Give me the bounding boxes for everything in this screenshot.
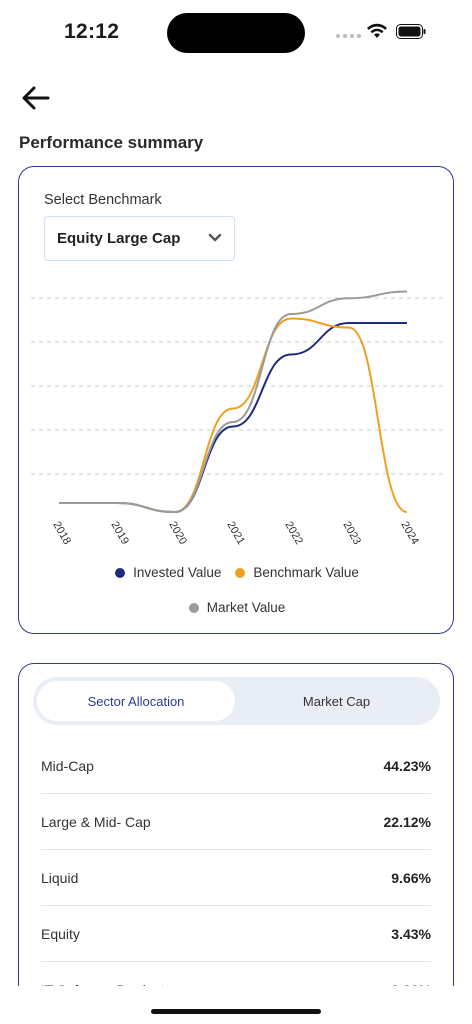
home-indicator (151, 1009, 321, 1014)
list-item: Large & Mid- Cap 22.12% (41, 794, 431, 850)
x-tick-label: 2020 (166, 520, 189, 547)
allocation-name: Equity (41, 925, 80, 942)
x-tick-label: 2022 (282, 520, 305, 547)
allocation-value: 9.66% (391, 869, 431, 886)
benchmark-selected-value: Equity Large Cap (57, 230, 181, 247)
allocation-name: Large & Mid- Cap (41, 813, 151, 830)
x-tick-label: 2018 (50, 520, 73, 547)
legend-item-invested[interactable]: Invested Value (115, 565, 221, 580)
performance-card: Select Benchmark Equity Large Cap 2018 20… (18, 166, 454, 634)
x-tick-label: 2019 (108, 520, 131, 547)
chart-legend: Invested Value Benchmark Value Market Va… (19, 565, 455, 635)
series-line-benchmark-value (59, 317, 408, 514)
chevron-down-icon (208, 233, 222, 242)
allocation-list: Mid-Cap 44.23% Large & Mid- Cap 22.12% L… (41, 738, 431, 1018)
status-bar: 12:12 (0, 0, 472, 64)
allocation-name: Mid-Cap (41, 757, 94, 774)
x-tick-label: 2021 (224, 520, 247, 547)
legend-label-market: Market Value (206, 600, 286, 615)
legend-dot-market (188, 602, 199, 613)
bottom-fade (0, 986, 472, 1024)
legend-item-market[interactable]: Market Value (188, 600, 286, 615)
allocation-segmented-control: Sector Allocation Market Cap (33, 677, 440, 725)
back-arrow-icon[interactable] (20, 84, 52, 112)
list-item: Liquid 9.66% (41, 850, 431, 906)
legend-item-benchmark[interactable]: Benchmark Value (235, 565, 359, 580)
wifi-icon (367, 23, 387, 38)
allocation-value: 44.23% (383, 757, 431, 774)
page-title: Performance summary (19, 133, 204, 152)
list-item: Mid-Cap 44.23% (41, 738, 431, 794)
battery-icon (396, 24, 426, 39)
benchmark-select[interactable]: Equity Large Cap (44, 216, 235, 261)
legend-dot-benchmark (235, 567, 246, 578)
allocation-name: Liquid (41, 869, 79, 886)
series-line-market-value (59, 290, 408, 514)
cellular-signal-icon (336, 34, 361, 38)
benchmark-label: Select Benchmark (44, 192, 162, 208)
x-tick-label: 2023 (340, 520, 363, 547)
allocation-value: 22.12% (383, 813, 431, 830)
series-line-invested-value (59, 322, 407, 514)
legend-dot-invested (115, 567, 126, 578)
legend-label-invested: Invested Value (133, 565, 222, 580)
x-tick-label: 2024 (398, 520, 421, 547)
allocation-value: 3.43% (391, 925, 431, 942)
allocation-card: Sector Allocation Market Cap Mid-Cap 44.… (18, 663, 454, 1023)
list-item: Equity 3.43% (41, 906, 431, 962)
status-time: 12:12 (64, 20, 120, 43)
legend-label-benchmark: Benchmark Value (253, 565, 359, 580)
tab-market-cap[interactable]: Market Cap (302, 693, 371, 709)
tab-sector-allocation[interactable]: Sector Allocation (37, 681, 235, 721)
performance-line-chart: 2018 2019 2020 2021 2022 2023 2024 (31, 290, 443, 547)
dynamic-island (167, 13, 305, 53)
